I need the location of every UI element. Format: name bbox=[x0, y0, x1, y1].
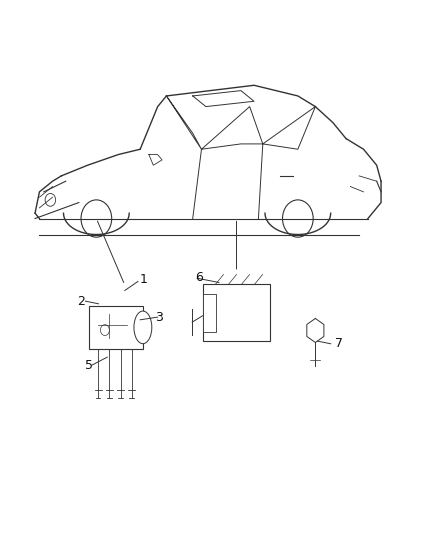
Ellipse shape bbox=[134, 311, 152, 344]
FancyBboxPatch shape bbox=[203, 284, 270, 341]
Text: 5: 5 bbox=[85, 359, 93, 372]
Text: 6: 6 bbox=[195, 271, 203, 284]
Text: 7: 7 bbox=[335, 337, 343, 350]
Text: 2: 2 bbox=[77, 295, 85, 308]
FancyBboxPatch shape bbox=[89, 305, 143, 349]
FancyBboxPatch shape bbox=[203, 294, 215, 332]
Text: 3: 3 bbox=[155, 311, 163, 324]
Text: 1: 1 bbox=[140, 273, 148, 286]
